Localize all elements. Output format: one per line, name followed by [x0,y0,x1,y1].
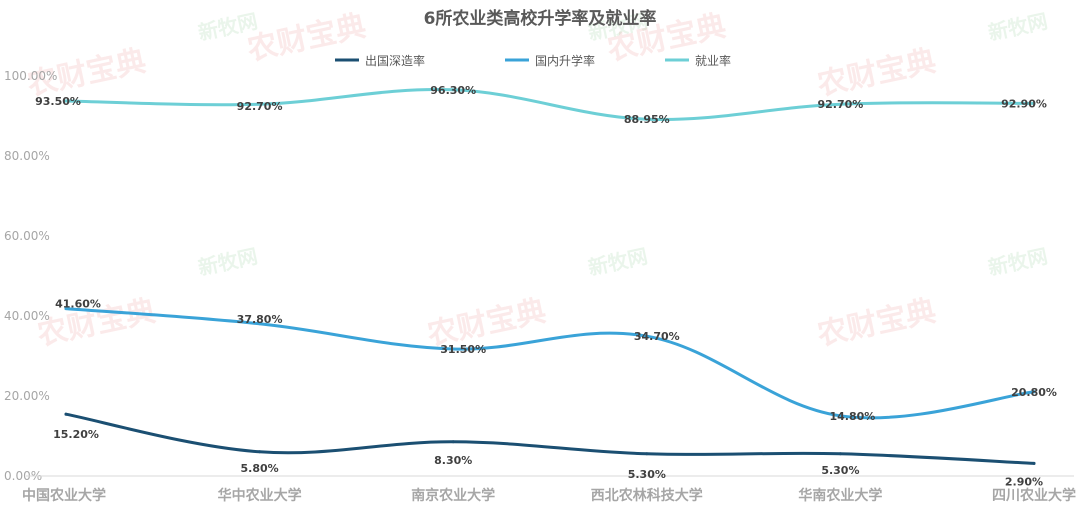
series-line [64,307,1036,420]
legend-label: 就业率 [695,53,731,68]
data-point [645,117,649,121]
data-point [645,334,649,338]
data-label: 92.70% [817,98,863,111]
data-point [1032,101,1036,105]
data-label: 34.70% [634,330,680,343]
data-label: 96.30% [430,84,476,97]
y-tick-label: 60.00% [4,229,50,243]
data-point [258,322,262,326]
y-tick-label: 40.00% [4,309,50,323]
data-label: 31.50% [440,343,486,356]
data-point [838,102,842,106]
data-label: 2.90% [1005,475,1043,488]
data-label: 92.90% [1001,97,1047,110]
legend-label: 出国深造率 [365,53,425,68]
data-label: 41.60% [55,298,101,311]
data-label: 92.70% [237,100,283,113]
x-tick-label: 西北农林科技大学 [591,487,703,504]
x-tick-label: 四川农业大学 [992,487,1076,504]
data-label: 8.30% [434,454,472,467]
data-point [64,307,68,311]
y-axis: 0.00% 20.00% 40.00% 60.00% 80.00% 100.00% [4,69,57,483]
watermark-text: 农财宝典 [813,44,939,103]
y-tick-label: 100.00% [4,69,57,83]
series-line [64,412,1036,465]
legend-item: 国内升学率 [505,53,595,68]
y-tick-label: 20.00% [4,389,50,403]
x-tick-label: 华南农业大学 [798,487,882,504]
x-tick-label: 中国农业大学 [22,487,106,504]
x-axis: 中国农业大学 华中农业大学 南京农业大学 西北农林科技大学 华南农业大学 四川农业大学 [22,475,1076,504]
data-label: 5.30% [821,464,859,477]
data-point [838,414,842,418]
series-line [64,87,1036,122]
chart-title: 6所农业类高校升学率及就业率 [424,8,657,29]
data-label-layer: 15.20% 5.80% 8.30% 5.30% 5.30% 2.90% 41.60% 37.… [35,84,1057,489]
data-point [838,452,842,456]
data-point [451,440,455,444]
data-label: 15.20% [53,428,99,441]
data-label: 37.80% [237,313,283,326]
data-label: 14.80% [829,410,875,423]
watermark-text: 新牧网 [986,9,1050,45]
x-tick-label: 华中农业大学 [218,487,302,504]
x-tick-label: 南京农业大学 [411,487,495,504]
watermark-text: 新牧网 [196,244,260,280]
legend-label: 国内升学率 [535,53,595,68]
watermark-text: 新牧网 [986,244,1050,280]
data-point [645,452,649,456]
y-tick-label: 80.00% [4,149,50,163]
legend: 出国深造率 国内升学率 就业率 [335,53,731,68]
data-point [1032,390,1036,394]
data-point [1032,461,1036,465]
legend-item: 就业率 [665,53,731,68]
watermark-text: 农财宝典 [813,294,939,353]
data-point [64,99,68,103]
y-tick-label: 0.00% [4,469,42,483]
legend-item: 出国深造率 [335,53,425,68]
data-label: 20.80% [1011,386,1057,399]
data-point [258,102,262,106]
data-point [258,450,262,454]
data-point [64,412,68,416]
data-point [451,347,455,351]
data-label: 93.50% [35,95,81,108]
data-label: 5.30% [628,468,666,481]
data-label: 88.95% [624,113,670,126]
series-layer [64,87,1036,465]
data-point [451,88,455,92]
watermark-text: 新牧网 [586,244,650,280]
data-label: 5.80% [241,462,279,475]
